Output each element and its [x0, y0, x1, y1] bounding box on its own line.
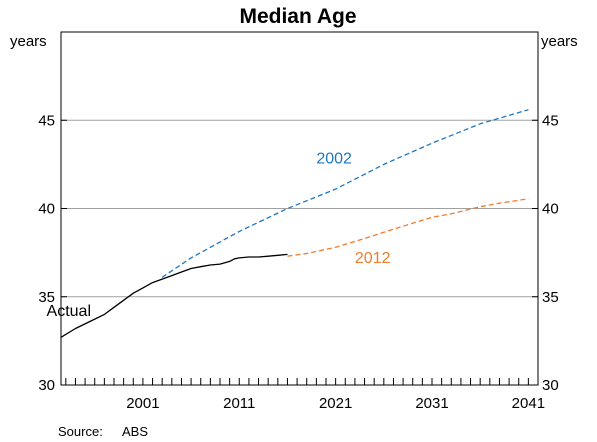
chart-title: Median Age — [239, 5, 356, 28]
series-annotations: Actual 2002 2012 — [47, 150, 391, 320]
ytick-label-right-40: 40 — [542, 201, 559, 218]
tick-labels: 30 30 35 35 40 40 45 45 2001 2011 2021 2031 2041 — [38, 112, 558, 412]
series-label-actual: Actual — [47, 303, 91, 320]
series-lines — [60, 109, 529, 338]
source-value: ABS — [122, 424, 148, 439]
series-label-2012: 2012 — [355, 250, 391, 267]
y-unit-left: years — [10, 33, 47, 50]
xtick-label-2041: 2041 — [512, 395, 545, 412]
ytick-label-left-30: 30 — [38, 377, 55, 394]
series-line-actual — [60, 253, 288, 338]
xtick-label-2021: 2021 — [319, 395, 352, 412]
series-line-2002 — [161, 109, 529, 278]
xtick-label-2001: 2001 — [126, 395, 159, 412]
ytick-label-left-45: 45 — [38, 112, 55, 129]
ytick-label-left-35: 35 — [38, 289, 55, 306]
plot-frame — [60, 31, 539, 386]
ytick-label-right-45: 45 — [542, 112, 559, 129]
ytick-label-left-40: 40 — [38, 201, 55, 218]
series-line-2012 — [287, 198, 529, 257]
ytick-label-right-30: 30 — [542, 377, 559, 394]
y-unit-right: years — [541, 33, 578, 50]
axis-ticks — [61, 119, 538, 386]
series-label-2002: 2002 — [316, 150, 352, 167]
gridlines — [61, 119, 538, 298]
source-label: Source: — [58, 424, 103, 439]
xtick-label-2031: 2031 — [415, 395, 448, 412]
ytick-label-right-35: 35 — [542, 289, 559, 306]
xtick-label-2011: 2011 — [223, 395, 255, 412]
